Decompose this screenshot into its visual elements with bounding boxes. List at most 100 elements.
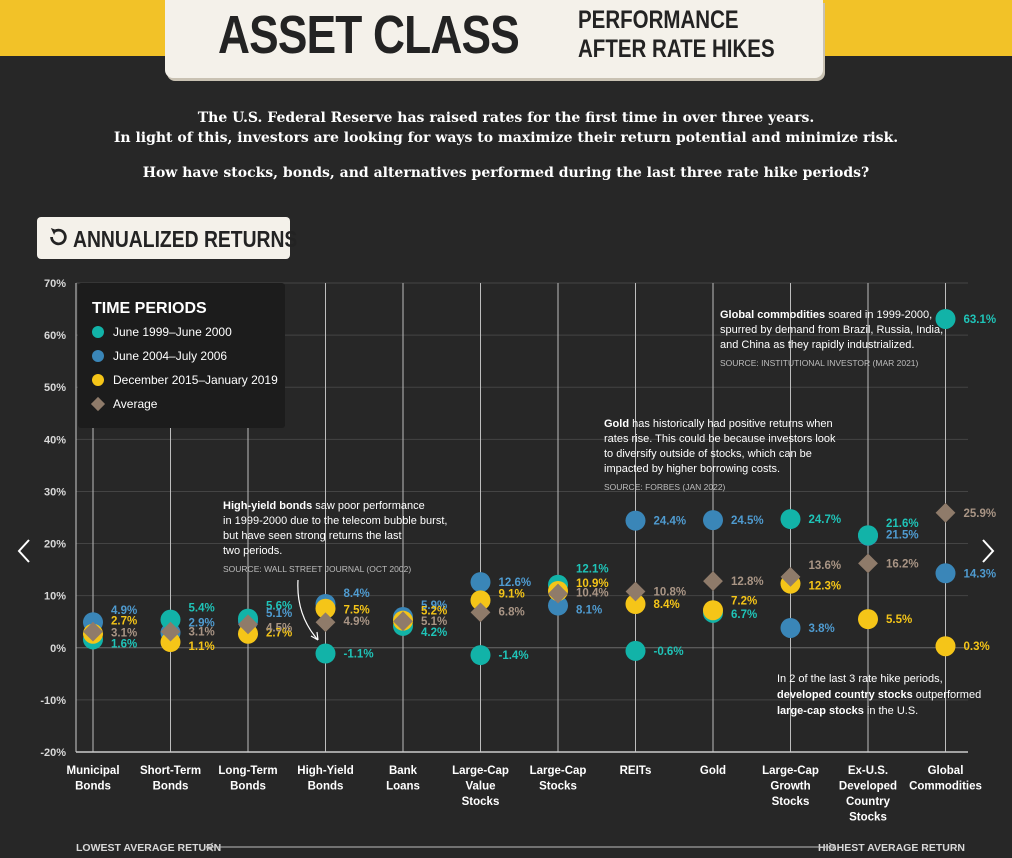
data-label: 4.5% [266, 622, 292, 634]
x-tick-label: Municipal [66, 765, 119, 777]
data-label: 12.6% [499, 577, 532, 589]
data-label: 6.8% [499, 606, 525, 618]
data-label: 4.2% [421, 627, 447, 639]
data-label: 8.4% [654, 599, 680, 611]
x-tick-label: Short-Term [140, 765, 201, 777]
annotation-text: has historically had positive returns wh… [629, 418, 833, 430]
legend-label: Average [113, 397, 158, 411]
x-tick-label: Bank [389, 765, 418, 777]
period-marker [935, 636, 956, 657]
data-label: 24.5% [731, 515, 764, 527]
x-tick-label: Bonds [230, 781, 266, 793]
data-label: 21.5% [886, 530, 919, 542]
arrowhead [310, 631, 319, 641]
average-marker [315, 612, 336, 633]
x-tick-label: Stocks [849, 812, 887, 824]
data-label: 7.5% [344, 605, 370, 617]
period-marker [470, 645, 491, 666]
average-marker [470, 602, 491, 623]
data-label: 4.9% [111, 605, 137, 617]
data-label: 3.1% [111, 628, 137, 640]
data-label: 0.3% [964, 641, 990, 653]
x-tick-label: Commodities [909, 781, 982, 793]
annotation-text: saw poor performance [312, 500, 425, 512]
annotation-line: but have seen strong returns the last [223, 530, 402, 542]
data-label: 14.3% [964, 568, 997, 580]
data-label: 13.6% [809, 560, 842, 572]
x-tick-label: Ex-U.S. [848, 765, 888, 777]
x-axis-left-label: LOWEST AVERAGE RETURN [76, 842, 221, 854]
y-tick-label: 0% [50, 643, 66, 655]
x-tick-label: Bonds [153, 781, 189, 793]
x-tick-label: Value [465, 781, 495, 793]
data-label: 5.4% [189, 603, 215, 615]
annotation-text: in the U.S. [864, 705, 918, 717]
annotation-line: spurred by demand from Brazil, Russia, I… [720, 324, 943, 336]
data-label: 25.9% [964, 508, 997, 520]
y-tick-label: 20% [44, 539, 66, 551]
period-marker [470, 572, 491, 593]
period-marker [548, 595, 568, 616]
annotation-bold: Gold [604, 418, 629, 430]
period-marker [315, 598, 336, 619]
x-tick-label: Country [846, 796, 891, 808]
period-marker [703, 600, 723, 621]
data-label: 5.5% [886, 614, 912, 626]
chevron-left-icon[interactable] [14, 537, 34, 565]
data-label: 7.2% [731, 595, 757, 607]
period-marker [935, 308, 956, 329]
chevron-right-icon[interactable] [978, 537, 998, 565]
x-tick-label: REITs [620, 765, 652, 777]
data-label: 4.9% [344, 616, 370, 628]
data-label: 63.1% [964, 314, 997, 326]
period-marker [625, 594, 646, 615]
x-tick-label: Bonds [75, 781, 111, 793]
y-tick-label: 10% [44, 591, 66, 603]
data-label: 5.2% [421, 606, 447, 618]
y-tick-label: 40% [44, 434, 66, 446]
data-label: 5.6% [266, 601, 292, 613]
period-marker [703, 510, 723, 531]
period-marker [160, 609, 181, 630]
annotation-bold: Global commodities [720, 309, 825, 321]
page-title: ASSET CLASS [218, 5, 520, 65]
badge-label: ANNUALIZED RETURNS [73, 226, 298, 252]
average-marker [393, 611, 413, 632]
annotation-bold: developed country stocks [777, 689, 913, 701]
data-label: 5.1% [266, 608, 292, 620]
legend-swatch [92, 374, 104, 386]
annotation-line: to diversify outside of stocks, which ca… [604, 448, 812, 460]
x-tick-label: Long-Term [218, 765, 277, 777]
direction-arrow-right [828, 842, 837, 852]
developed-annotation-line: In 2 of the last 3 rate hike periods, [777, 673, 943, 685]
data-label: 3.8% [809, 623, 835, 635]
x-tick-label: High-Yield [297, 765, 353, 777]
x-tick-label: Loans [386, 781, 420, 793]
page-subtitle-line2: AFTER RATE HIKES [578, 35, 775, 63]
legend-swatch [90, 396, 106, 412]
period-marker [858, 525, 878, 546]
average-marker [703, 571, 723, 591]
legend-label: June 1999–June 2000 [113, 325, 232, 339]
legend-box [78, 283, 285, 428]
annotation-source: SOURCE: INSTITUTIONAL INVESTOR (MAR 2021… [720, 358, 919, 368]
data-label: 3.1% [189, 627, 215, 639]
data-label: 2.7% [266, 628, 292, 640]
data-label: 12.1% [576, 564, 609, 576]
annotation-arrow [297, 579, 319, 641]
annotation-text: outperformed [913, 689, 981, 701]
data-label: 12.3% [809, 581, 842, 593]
x-tick-label: Stocks [539, 781, 577, 793]
y-tick-label: 30% [44, 486, 66, 498]
average-marker [625, 581, 646, 602]
period-marker [160, 632, 181, 653]
period-marker [858, 609, 878, 630]
annotation-line: and China as they rapidly industrialized… [720, 339, 914, 351]
x-tick-label: Large-Cap [530, 765, 587, 777]
page-subtitle: PERFORMANCE AFTER RATE HIKES [578, 6, 775, 64]
data-label: 12.8% [731, 576, 764, 588]
data-label: 10.4% [576, 588, 609, 600]
period-marker [780, 617, 801, 638]
intro-question: How have stocks, bonds, and alternatives… [142, 165, 870, 181]
period-marker [625, 510, 646, 531]
